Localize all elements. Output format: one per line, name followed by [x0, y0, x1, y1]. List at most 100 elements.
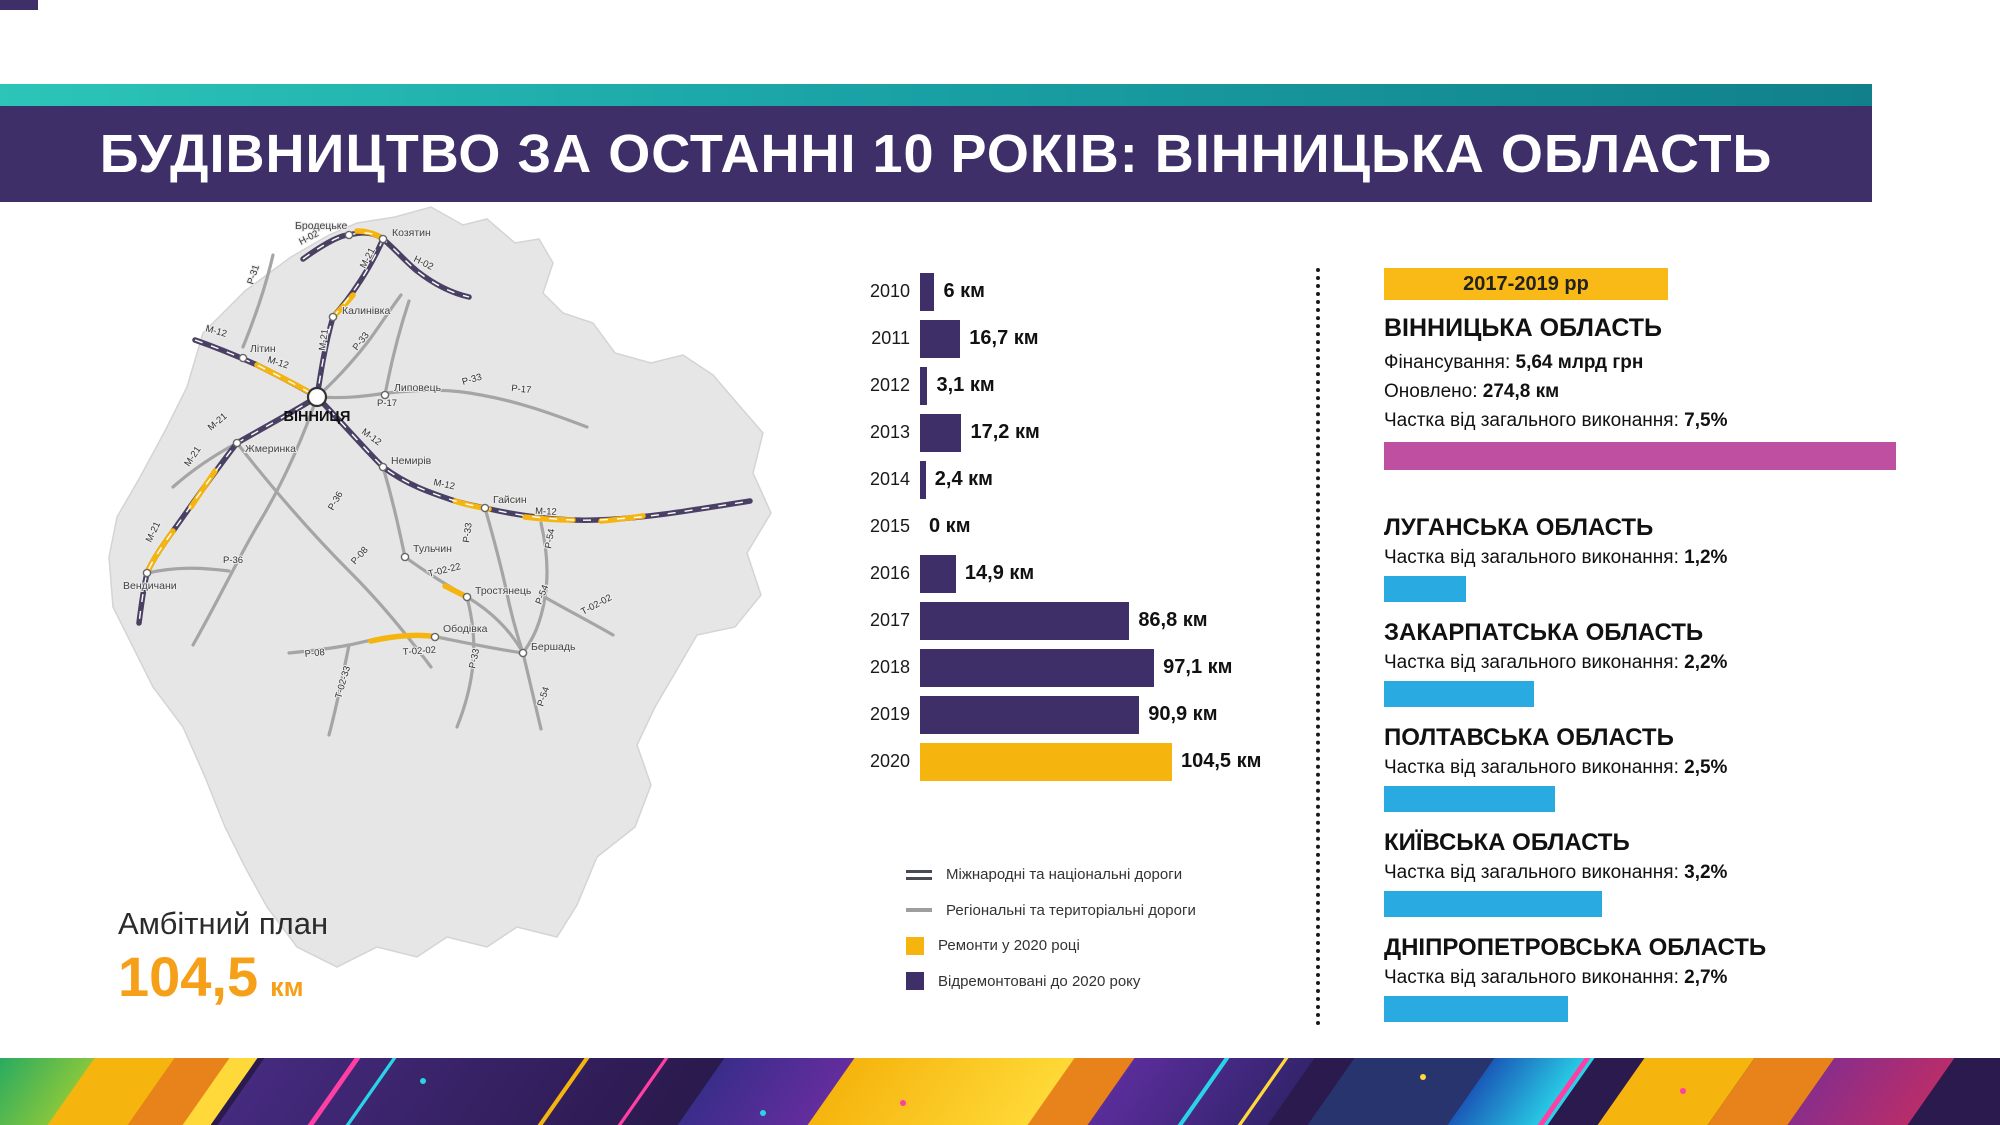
city-dot — [232, 438, 242, 448]
bar-value-label: 16,7 км — [969, 327, 1039, 349]
region-share-value: 2,7% — [1684, 967, 1728, 988]
bar-area: 86,8 км — [920, 601, 1306, 640]
bar-area: 3,1 км — [920, 366, 1306, 405]
region-map: Бродецьке Козятин Калинівка Літин Липовець Жм… — [95, 205, 795, 1015]
footer-dot — [1680, 1088, 1686, 1094]
footer-dot — [900, 1100, 906, 1106]
region-share-bar — [1384, 996, 1569, 1022]
regions-list: ЛУГАНСЬКА ОБЛАСТЬ Частка від загального в… — [1384, 514, 1896, 1022]
bar-area: 14,9 км — [920, 554, 1306, 593]
footer-dot — [1420, 1074, 1426, 1080]
bar — [920, 366, 928, 405]
region-share-label: Частка від загального виконання: — [1384, 757, 1685, 778]
region-share-value: 2,2% — [1684, 652, 1728, 673]
city-label: Немирів — [391, 455, 432, 467]
vinnytsia-share-bar — [1384, 442, 1896, 470]
plan-label: Амбітний план — [118, 906, 329, 941]
bar — [920, 601, 1130, 640]
bar-chart-row: 2017 86,8 км — [856, 597, 1306, 644]
legend-road-icon — [906, 908, 932, 913]
footer-decoration — [0, 1058, 2000, 1125]
region-title: ПОЛТАВСЬКА ОБЛАСТЬ — [1384, 724, 1674, 751]
bar-year-label: 2011 — [871, 328, 910, 348]
vinnytsia-map-svg: Бродецьке Козятин Калинівка Літин Липовець Жм… — [108, 206, 772, 968]
road-label: Р-17 — [511, 383, 532, 396]
teal-accent-stripe — [0, 84, 1872, 106]
renewed-value: 274,8 км — [1482, 381, 1560, 402]
bar — [920, 648, 1155, 687]
city-label: Вендичани — [123, 580, 177, 592]
region-title: ДНІПРОПЕТРОВСЬКА ОБЛАСТЬ — [1384, 934, 1767, 961]
bar-value-label: 17,2 км — [970, 421, 1040, 443]
bar-year-label: 2016 — [869, 563, 910, 583]
legend-swatch-icon — [906, 936, 924, 955]
footer-dot — [420, 1078, 426, 1084]
bar-area: 6 км — [920, 272, 1306, 311]
city-dot — [380, 390, 390, 400]
share-label: Частка від загального виконання: — [1384, 410, 1679, 431]
city-label: Бершадь — [531, 641, 576, 653]
bar — [920, 413, 962, 452]
vinnytsia-city-dot — [306, 386, 328, 408]
region-block: ЗАКАРПАТСЬКА ОБЛАСТЬ Частка від загальног… — [1384, 619, 1896, 707]
road-label: Р-36 — [223, 555, 243, 566]
region-share-line: Частка від загального виконання: 1,2% — [1384, 547, 1896, 569]
bar-year-label: 2015 — [869, 516, 910, 536]
legend-item: Відремонтовані до 2020 року — [906, 972, 1216, 992]
bar-area: 97,1 км — [920, 648, 1306, 687]
region-share-label: Частка від загального виконання: — [1384, 547, 1685, 568]
legend-item-label: Ремонти у 2020 році — [938, 937, 1080, 954]
plan-value-row: 104,5 км — [118, 944, 328, 1009]
bar-area: 17,2 км — [920, 413, 1306, 452]
share-line: Частка від загального виконання: 7,5% — [1384, 410, 1896, 432]
region-share-bar — [1384, 891, 1603, 917]
city-dot — [430, 632, 440, 642]
bar-chart-row: 2020 104,5 км — [856, 738, 1306, 785]
bar-area: 90,9 км — [920, 695, 1306, 734]
bar — [920, 742, 1172, 781]
period-badge: 2017-2019 рр — [1384, 268, 1668, 300]
region-share-value: 1,2% — [1684, 547, 1728, 568]
region-share-label: Частка від загального виконання: — [1384, 967, 1685, 988]
bar-chart-rows: 2010 6 км 2011 16,7 км 2012 3,1 км 2013 17,2 км… — [856, 268, 1306, 785]
bar-value-label: 2,4 км — [934, 468, 993, 490]
city-dot — [142, 568, 152, 578]
bar-value-label: 0 км — [929, 515, 971, 537]
road-label: Р-08 — [304, 647, 325, 660]
region-share-line: Частка від загального виконання: 3,2% — [1384, 862, 1896, 884]
city-dot — [480, 503, 490, 513]
city-label: Гайсин — [493, 494, 527, 506]
bar-chart-row: 2019 90,9 км — [856, 691, 1306, 738]
legend-item: Міжнародні та національні дороги — [906, 865, 1216, 885]
region-title: ЛУГАНСЬКА ОБЛАСТЬ — [1384, 514, 1654, 541]
plan-unit: км — [270, 972, 304, 1002]
bar-year-label: 2014 — [869, 469, 910, 489]
bar-year-label: 2013 — [869, 422, 910, 442]
road-label: Р-54 — [543, 528, 557, 550]
region-block: ДНІПРОПЕТРОВСЬКА ОБЛАСТЬ Частка від загал… — [1384, 934, 1896, 1022]
renewed-line: Оновлено: 274,8 км — [1384, 381, 1896, 403]
bar-chart-row: 2010 6 км — [856, 268, 1306, 315]
city-label: Бродецьке — [295, 220, 348, 232]
region-share-bar — [1384, 681, 1535, 707]
region-block: ЛУГАНСЬКА ОБЛАСТЬ Частка від загального в… — [1384, 514, 1896, 602]
bar-value-label: 14,9 км — [964, 562, 1035, 584]
footer-dot — [760, 1110, 766, 1116]
bar — [920, 554, 956, 593]
bar-area: 16,7 км — [920, 319, 1306, 358]
bar — [920, 319, 961, 358]
page-title: БУДІВНИЦТВО ЗА ОСТАННІ 10 РОКІВ: ВІННИЦЬ… — [99, 124, 1773, 184]
region-title: КИЇВСЬКА ОБЛАСТЬ — [1384, 829, 1630, 856]
region-outline — [108, 206, 772, 968]
legend-item: Регіональні та територіальні дороги — [906, 901, 1216, 921]
legend-item-label: Регіональні та територіальні дороги — [946, 901, 1196, 919]
bar-value-label: 90,9 км — [1148, 703, 1218, 725]
financing-value: 5,64 млрд грн — [1515, 352, 1644, 373]
region-share-line: Частка від загального виконання: 2,5% — [1384, 757, 1896, 779]
region-share-value: 3,2% — [1684, 862, 1728, 883]
bar-area: 0 км — [920, 508, 1306, 546]
bar-year-label: 2017 — [869, 610, 910, 630]
construction-bar-chart: 2010 6 км 2011 16,7 км 2012 3,1 км 2013 17,2 км… — [856, 268, 1306, 991]
city-dot — [518, 648, 528, 658]
legend-item: Ремонти у 2020 році — [906, 936, 1216, 956]
